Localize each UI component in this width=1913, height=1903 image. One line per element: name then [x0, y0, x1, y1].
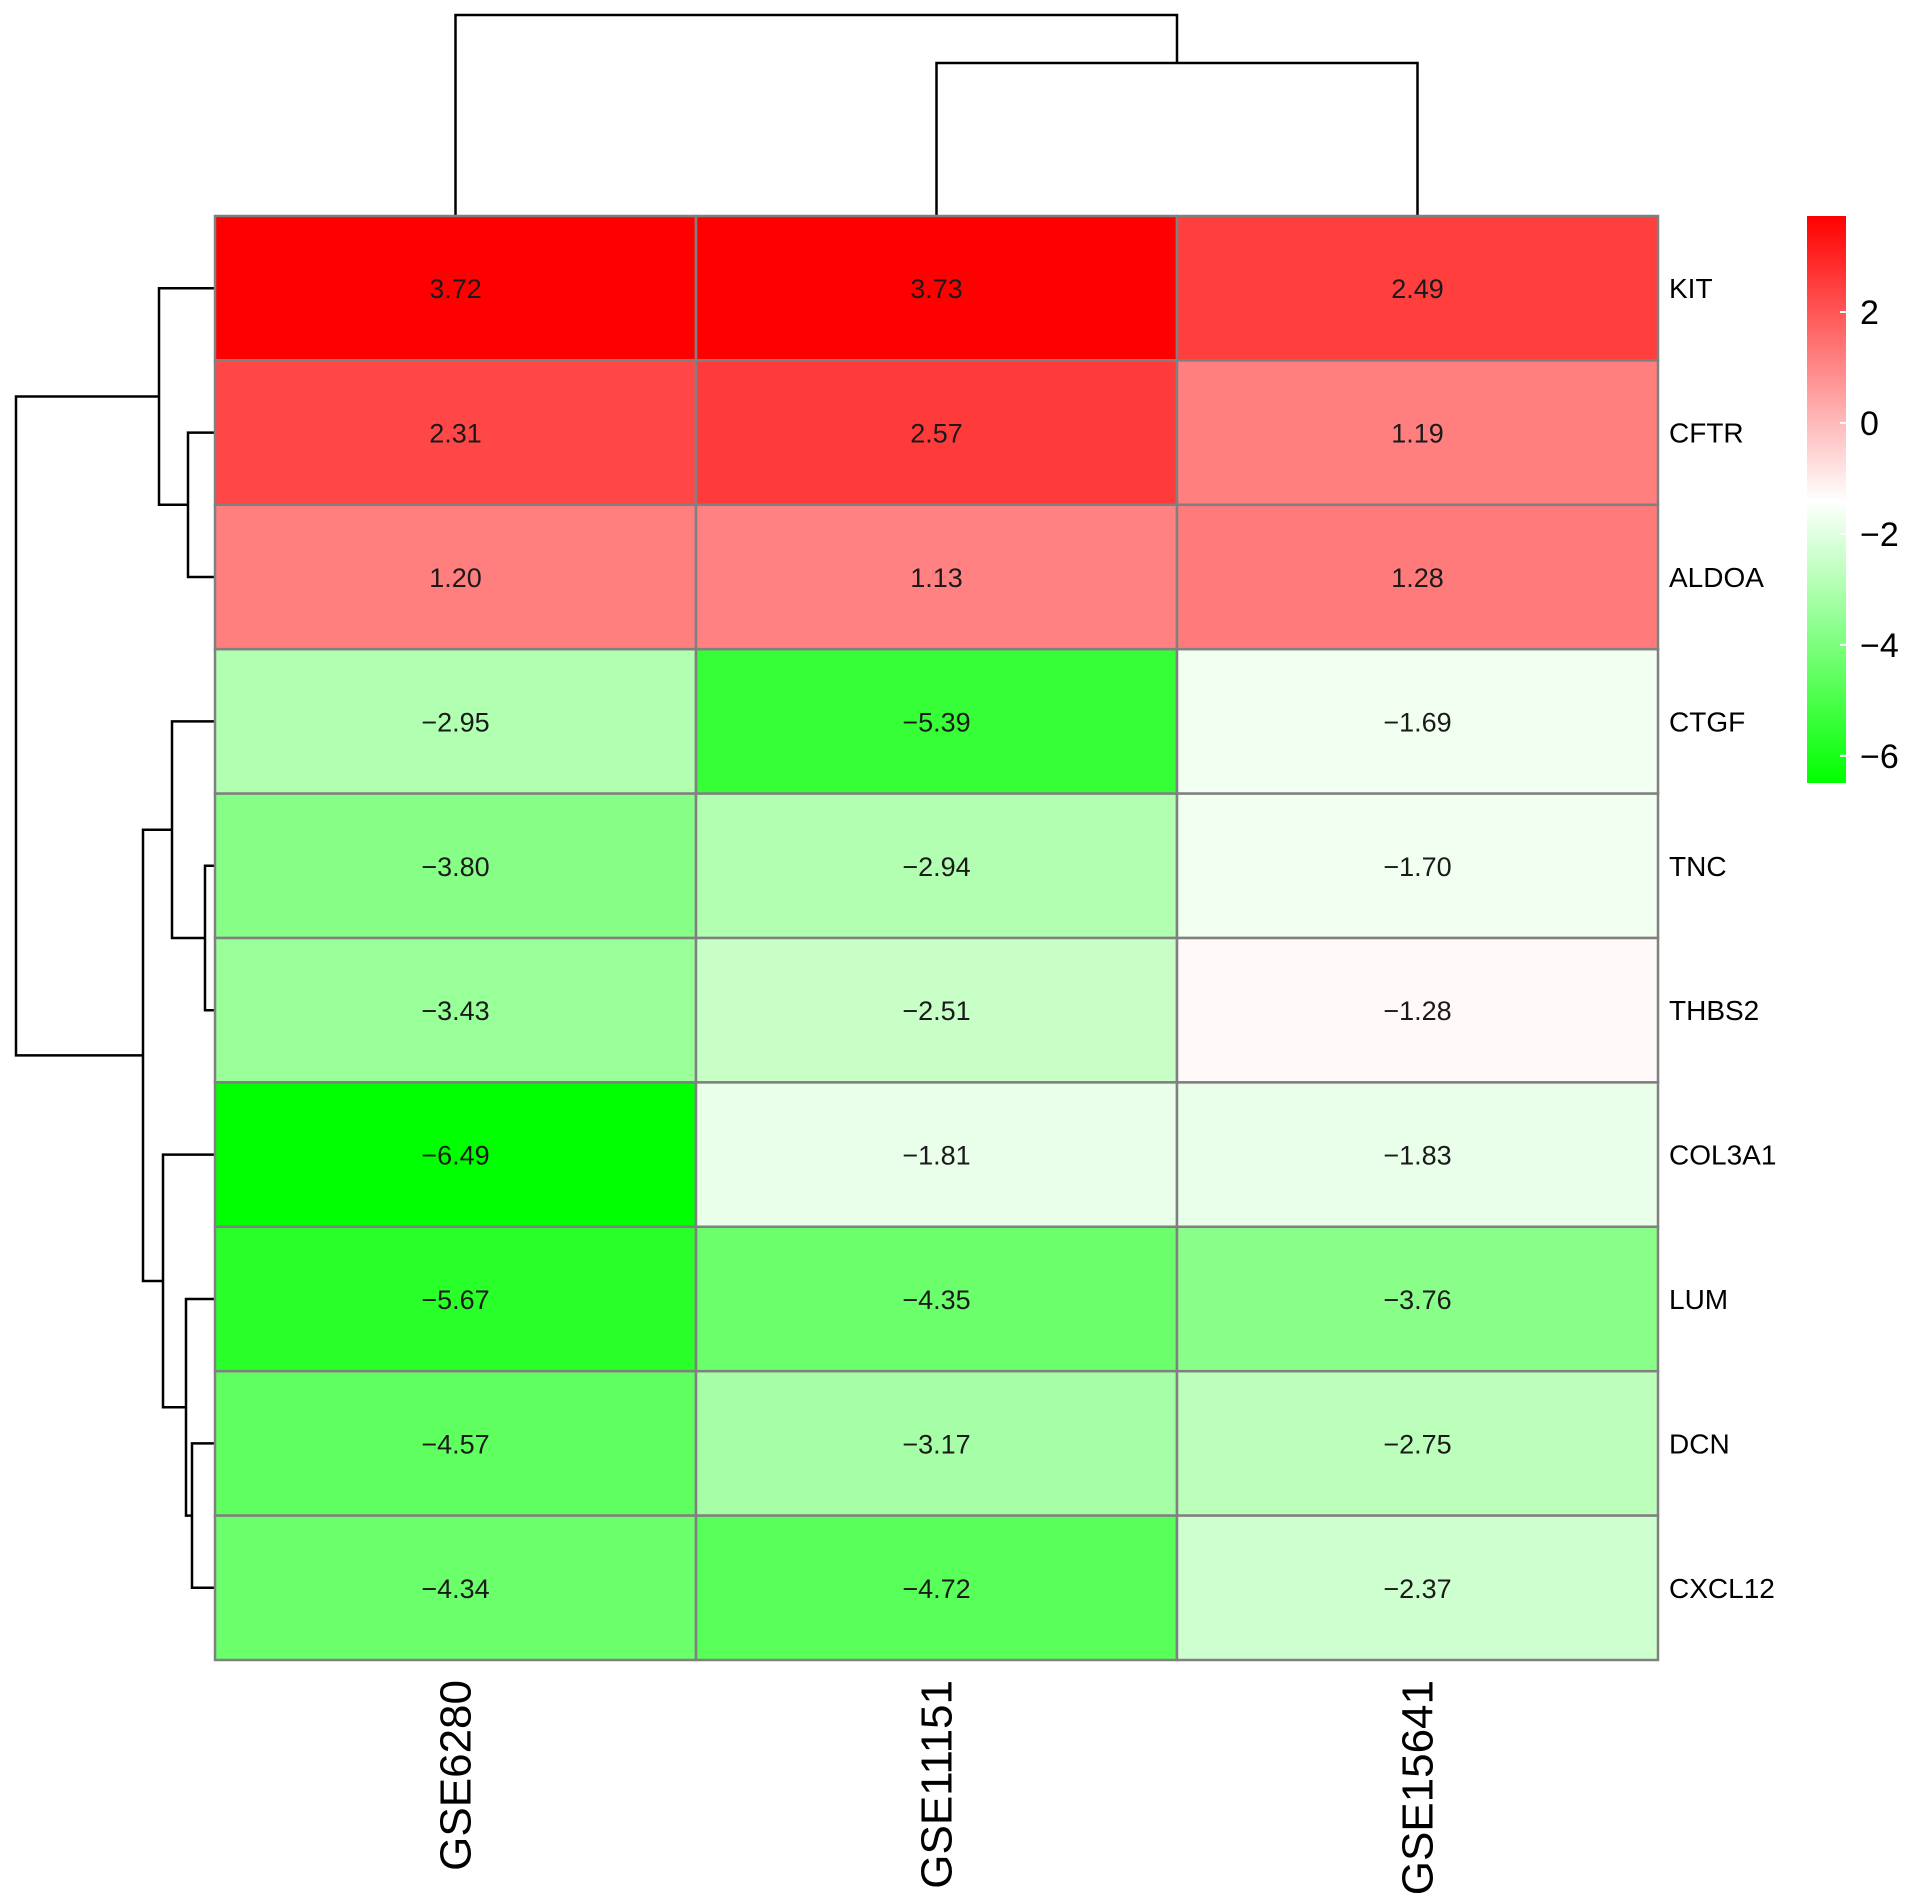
heatmap-cell — [1175, 1514, 1660, 1662]
heatmap-cell — [213, 1081, 698, 1229]
dendrogram-branch — [203, 864, 215, 1012]
cell-value-label: −4.35 — [902, 1285, 970, 1315]
column-labels: GSE6280 GSE11151 GSE15641 — [432, 1680, 1443, 1895]
dendrogram-branch — [184, 1297, 215, 1517]
cell-value-label: 3.72 — [429, 274, 482, 304]
dendrogram-branch — [190, 1442, 215, 1590]
dendrogram-branch — [14, 395, 159, 1057]
row-labels: KIT CFTR ALDOA CTGF TNC THBS2 COL3A1 LUM DCN CXCL… — [1669, 273, 1776, 1604]
cell-value-label: 3.73 — [910, 274, 963, 304]
heatmap-cell — [213, 1369, 698, 1517]
cell-value-label: −2.51 — [902, 996, 970, 1026]
dendrogram-branch — [170, 720, 215, 940]
row-label: KIT — [1669, 273, 1713, 304]
legend-tick-label: −6 — [1860, 738, 1899, 776]
heatmap-cell — [694, 503, 1179, 651]
cell-value-label: 2.57 — [910, 419, 963, 449]
dendrogram-branch — [161, 1153, 215, 1409]
color-legend: 2 0 −2 −4 −6 — [1807, 216, 1899, 783]
row-label: COL3A1 — [1669, 1140, 1776, 1171]
cell-value-label: −5.67 — [421, 1285, 489, 1315]
heatmap-cell — [694, 1369, 1179, 1517]
row-label: ALDOA — [1669, 562, 1764, 593]
cell-value-label: −1.69 — [1383, 707, 1451, 737]
cell-value-label: −4.72 — [902, 1574, 970, 1604]
cell-value-label: −2.94 — [902, 852, 970, 882]
cell-value-label: −3.17 — [902, 1429, 970, 1459]
cell-value-label: −3.76 — [1383, 1285, 1451, 1315]
heatmap-cell — [694, 647, 1179, 795]
cell-value-label: −3.80 — [421, 852, 489, 882]
dendrogram-branch — [454, 13, 1179, 216]
cell-value-label: 1.20 — [429, 563, 482, 593]
column-dendrogram — [454, 13, 1419, 216]
column-label: GSE11151 — [913, 1680, 962, 1889]
row-label: LUM — [1669, 1284, 1728, 1315]
cell-value-label: −2.95 — [421, 707, 489, 737]
cell-value-label: −1.28 — [1383, 996, 1451, 1026]
heatmap-cell — [1175, 1369, 1660, 1517]
cell-value-label: −3.43 — [421, 996, 489, 1026]
cell-value-label: −4.34 — [421, 1574, 489, 1604]
row-dendrogram — [14, 286, 215, 1590]
dendrogram-branch — [141, 828, 172, 1283]
cell-value-label: −5.39 — [902, 707, 970, 737]
cell-value-label: −4.57 — [421, 1429, 489, 1459]
cell-value-label: −1.83 — [1383, 1141, 1451, 1171]
heatmap-cell — [213, 1225, 698, 1373]
heatmap-cell — [1175, 359, 1660, 507]
heatmap-cell — [1175, 503, 1660, 651]
heatmap-cell — [694, 214, 1179, 362]
cell-value-label: 2.49 — [1391, 274, 1444, 304]
heatmap-cell — [213, 647, 698, 795]
cell-value-label: 1.28 — [1391, 563, 1444, 593]
heatmap-cell — [1175, 936, 1660, 1084]
heatmap-cell — [694, 1514, 1179, 1662]
heatmap-cells: 3.72 3.73 2.49 2.31 2.57 1.19 1.20 1.13 1.28 −2.9… — [213, 214, 1660, 1662]
cell-value-label: −6.49 — [421, 1141, 489, 1171]
column-label: GSE6280 — [432, 1680, 481, 1871]
legend-tick-label: −4 — [1860, 627, 1899, 665]
dendrogram-branch — [935, 61, 1419, 216]
cell-value-label: −1.70 — [1383, 852, 1451, 882]
heatmap-cell — [694, 792, 1179, 940]
cell-value-label: 1.13 — [910, 563, 963, 593]
cell-value-label: −2.37 — [1383, 1574, 1451, 1604]
row-label: CXCL12 — [1669, 1573, 1775, 1604]
heatmap-cell — [213, 1514, 698, 1662]
cell-value-label: −2.75 — [1383, 1429, 1451, 1459]
legend-tick-label: −2 — [1860, 516, 1899, 554]
cell-value-label: 2.31 — [429, 419, 482, 449]
row-label: CFTR — [1669, 418, 1744, 449]
heatmap-cell — [1175, 792, 1660, 940]
legend-tick-label: 2 — [1860, 294, 1879, 332]
row-label: DCN — [1669, 1428, 1730, 1459]
heatmap-cell — [1175, 647, 1660, 795]
cell-value-label: −1.81 — [902, 1141, 970, 1171]
legend-color-bar — [1807, 216, 1846, 783]
dendrogram-branch — [186, 431, 215, 579]
legend-tick-label: 0 — [1860, 405, 1879, 443]
row-label: TNC — [1669, 851, 1727, 882]
row-label: CTGF — [1669, 706, 1745, 737]
row-label: THBS2 — [1669, 995, 1759, 1026]
heatmap-cell — [1175, 1225, 1660, 1373]
heatmap-cell — [694, 1225, 1179, 1373]
column-label: GSE15641 — [1394, 1680, 1443, 1895]
cell-value-label: 1.19 — [1391, 419, 1444, 449]
heatmap-cell — [213, 792, 698, 940]
